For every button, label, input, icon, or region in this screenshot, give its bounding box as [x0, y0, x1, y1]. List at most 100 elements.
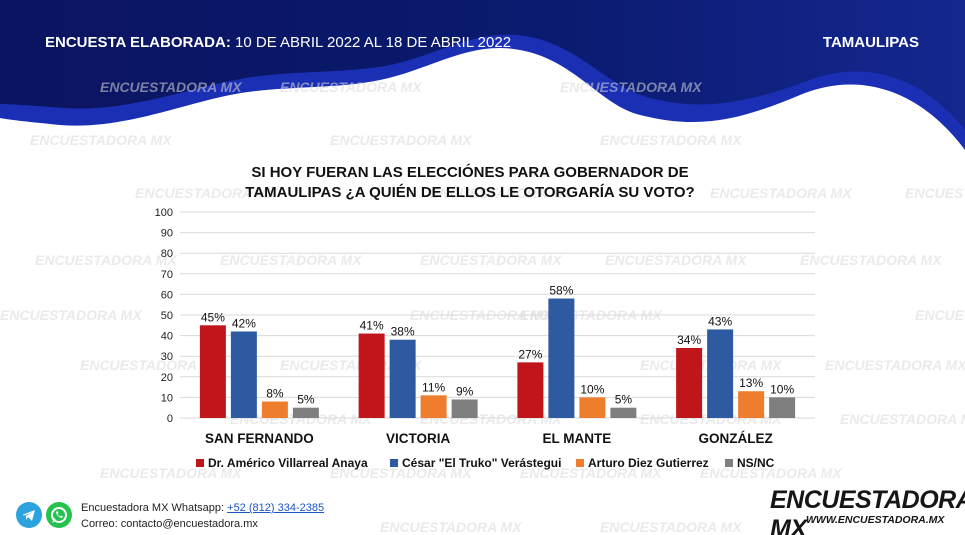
legend-swatch — [390, 459, 398, 467]
y-tick-label: 70 — [161, 269, 173, 281]
bar — [261, 401, 288, 418]
survey-date-range: 10 DE ABRIL 2022 AL 18 DE ABRIL 2022 — [235, 34, 512, 51]
y-tick-label: 20 — [161, 372, 173, 384]
watermark-text: ENCUESTADORA MX — [280, 357, 423, 373]
data-label: 13% — [739, 376, 763, 390]
bar — [769, 397, 796, 418]
bar — [707, 329, 734, 418]
watermark-text: ENCUESTADORA MX — [800, 252, 943, 268]
survey-date-label: ENCUESTA ELABORADA: — [45, 34, 231, 51]
survey-date-header: ENCUESTA ELABORADA: 10 DE ABRIL 2022 AL … — [45, 34, 511, 51]
watermark-text: ENCUESTADORA MX — [600, 519, 743, 535]
x-category-label: EL MANTE — [542, 431, 611, 446]
watermark-text: ENCUESTADORA MX — [100, 79, 243, 95]
watermark-text: ENCUESTADORA MX — [915, 307, 965, 323]
bar — [451, 399, 478, 418]
whatsapp-label: Encuestadora MX Whatsapp: — [81, 502, 225, 514]
watermark-text: ENCUESTADORA MX — [330, 132, 473, 148]
data-label: 41% — [360, 319, 384, 333]
watermark-text: ENCUESTADORA MX — [330, 465, 473, 481]
watermark-text: ENCUESTADORA MX — [825, 357, 965, 373]
data-label: 11% — [422, 380, 445, 394]
bar — [517, 362, 544, 418]
watermark-text: ENCUESTADORA MX — [0, 307, 143, 323]
watermark-text: ENCUESTADORA MX — [220, 252, 363, 268]
y-tick-label: 30 — [161, 351, 173, 363]
y-tick-label: 100 — [155, 207, 173, 219]
watermark-text: ENCUESTADORA MX — [380, 519, 523, 535]
chart-title-line-2: TAMAULIPAS ¿A QUIÉN DE ELLOS LE OTORGARÍ… — [245, 184, 695, 201]
bar — [420, 395, 447, 418]
data-label: 45% — [201, 310, 225, 324]
y-tick-label: 50 — [161, 310, 173, 322]
data-label: 34% — [677, 333, 701, 347]
data-label: 8% — [266, 387, 284, 401]
watermark-text: ENCUESTADORA MX — [135, 185, 278, 201]
bar — [579, 397, 606, 418]
bar — [230, 331, 257, 418]
bar — [292, 407, 319, 418]
chart-title: SI HOY FUERAN LAS ELECCIÓNES PARA GOBERN… — [200, 163, 740, 203]
bar — [610, 407, 637, 418]
website-url[interactable]: WWW.ENCUESTADORA.MX — [806, 514, 945, 526]
region-label: TAMAULIPAS — [822, 34, 919, 51]
whatsapp-icon[interactable] — [46, 502, 72, 528]
whatsapp-contact: Encuestadora MX Whatsapp: +52 (812) 334-… — [81, 502, 324, 514]
watermark-text: ENCUESTADORA MX — [905, 185, 965, 201]
watermark-text: ENCUESTADORA MX — [420, 252, 563, 268]
watermark-text: ENCUESTADORA MX — [600, 132, 743, 148]
data-label: 38% — [391, 325, 415, 339]
data-label: 10% — [580, 382, 604, 396]
data-label: 5% — [297, 393, 315, 407]
watermark-text: ENCUESTADORA MX — [430, 185, 573, 201]
x-category-label: VICTORIA — [386, 431, 451, 446]
watermark-text: ENCUESTADORA MX — [80, 357, 223, 373]
whatsapp-phone-link[interactable]: +52 (812) 334-2385 — [227, 502, 325, 514]
y-tick-label: 0 — [167, 413, 173, 425]
watermark-text: ENCUESTADORA MX — [840, 411, 965, 427]
y-tick-label: 90 — [161, 228, 173, 240]
bar — [199, 325, 226, 418]
x-category-label: SAN FERNANDO — [205, 431, 314, 446]
bar — [389, 339, 416, 418]
watermark-text: ENCUESTADORA MX — [520, 465, 663, 481]
legend-label: NS/NC — [737, 456, 775, 470]
legend-swatch — [196, 459, 204, 467]
bar — [738, 391, 765, 418]
legend-label: César "El Truko" Verástegui — [402, 456, 561, 470]
y-tick-label: 10 — [161, 392, 173, 404]
watermark-text: ENCUESTADORA MX — [280, 79, 423, 95]
legend-swatch — [576, 459, 584, 467]
data-label: 58% — [549, 284, 573, 298]
bar — [676, 347, 703, 418]
watermark-text: ENCUESTADORA MX — [710, 185, 853, 201]
legend-swatch — [725, 459, 733, 467]
y-tick-label: 60 — [161, 289, 173, 301]
legend-label: Dr. Américo Villarreal Anaya — [208, 456, 368, 470]
watermark-text: ENCUESTADORA MX — [560, 79, 703, 95]
brand-logo: ENCUESTADORA MX — [770, 486, 965, 535]
chart-title-line-1: SI HOY FUERAN LAS ELECCIÓNES PARA GOBERN… — [251, 164, 689, 181]
watermark-text: ENCUESTADORA MX — [30, 132, 173, 148]
bar — [548, 298, 575, 418]
y-tick-label: 80 — [161, 248, 173, 260]
data-label: 27% — [518, 347, 542, 361]
watermark-text: ENCUESTADORA MX — [605, 252, 748, 268]
bar — [358, 333, 385, 418]
data-label: 42% — [232, 316, 256, 330]
watermark-text: ENCUESTADORA MX — [700, 465, 843, 481]
data-label: 9% — [456, 384, 474, 398]
email-contact: Correo: contacto@encuestadora.mx — [81, 518, 258, 530]
legend-label: Arturo Diez Gutierrez — [588, 456, 709, 470]
data-label: 5% — [615, 393, 633, 407]
x-category-label: GONZÁLEZ — [699, 431, 773, 446]
telegram-icon[interactable] — [16, 502, 42, 528]
data-label: 43% — [708, 314, 732, 328]
data-label: 10% — [770, 382, 794, 396]
watermark-text: ENCUESTADORA MX — [100, 465, 243, 481]
watermark-text: ENCUESTADORA MX — [35, 252, 178, 268]
